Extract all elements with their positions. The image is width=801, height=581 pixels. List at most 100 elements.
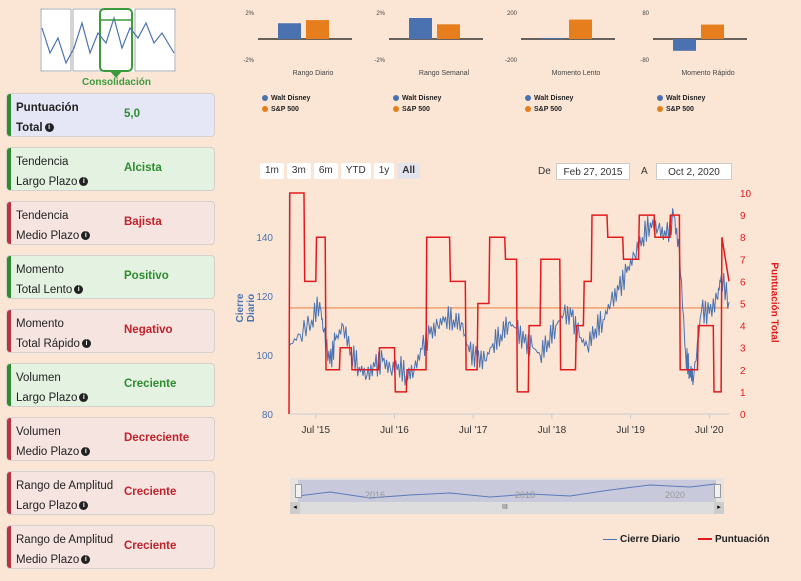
card-label: Momento Total Rápido i <box>16 314 91 354</box>
info-icon[interactable]: i <box>81 339 91 349</box>
thumb-frame-1 <box>40 8 72 72</box>
card-value: Creciente <box>124 378 177 390</box>
to-date-input[interactable]: Oct 2, 2020 <box>656 163 732 180</box>
info-icon[interactable]: i <box>81 231 91 241</box>
mini-legend-disney[interactable]: Walt Disney <box>393 93 441 104</box>
mini-bar[interactable] <box>673 39 696 51</box>
mini-ymax: 200 <box>506 11 517 17</box>
card-label: Puntuación Total i <box>16 98 79 138</box>
range-button[interactable]: 1m <box>260 163 284 179</box>
from-date-input[interactable]: Feb 27, 2015 <box>556 163 630 180</box>
mini-bar[interactable] <box>409 18 432 39</box>
mini-bar[interactable] <box>541 37 564 39</box>
range-button[interactable]: YTD <box>340 163 371 179</box>
pattern-thumbnail-svg <box>40 8 176 72</box>
navigator[interactable]: 2016 2018 2020 ◂ ▸ III <box>290 478 724 514</box>
indicator-card[interactable]: Momento Total Lento i Positivo <box>6 255 215 299</box>
y-right-tick: 3 <box>740 344 746 355</box>
mini-legend-disney[interactable]: Walt Disney <box>525 93 573 104</box>
range-button[interactable]: 1y <box>373 163 395 179</box>
info-icon[interactable]: i <box>81 447 91 457</box>
card-label-line1: Volumen <box>16 426 61 438</box>
info-icon[interactable]: i <box>74 285 84 295</box>
navigator-handle-right[interactable] <box>714 484 721 498</box>
legend-puntuacion[interactable]: Puntuación <box>698 534 769 545</box>
info-icon[interactable]: i <box>79 393 89 403</box>
mini-chart: 80 -80 Momento Rápido Walt Disney S&P 500 <box>640 10 763 113</box>
mini-ymax: 2% <box>245 11 254 17</box>
y-left-tick: 120 <box>256 292 273 303</box>
mini-legend-disney[interactable]: Walt Disney <box>262 93 310 104</box>
legend-sp500-label: S&P 500 <box>666 106 694 113</box>
scroll-right-arrow-icon[interactable]: ▸ <box>714 502 724 514</box>
mini-legend-sp500[interactable]: S&P 500 <box>262 104 310 115</box>
y-left-tick: 140 <box>256 233 273 244</box>
mini-legend-disney[interactable]: Walt Disney <box>657 93 705 104</box>
range-button[interactable]: 6m <box>313 163 338 179</box>
info-icon[interactable]: i <box>81 555 91 565</box>
navigator-window[interactable] <box>298 480 716 502</box>
indicator-card[interactable]: Tendencia Largo Plazo i Alcista <box>6 147 215 191</box>
card-label: Rango de Amplitud Medio Plazo i <box>16 530 113 570</box>
legend-puntuacion-swatch <box>698 538 712 541</box>
navigator-line <box>297 483 717 499</box>
from-label: De <box>538 166 551 177</box>
navigator-scrollbar[interactable]: ◂ ▸ III <box>290 502 724 514</box>
mini-legend: Walt Disney S&P 500 <box>262 93 310 115</box>
card-value: Bajista <box>124 216 162 228</box>
legend-cierre[interactable]: Cierre Diario <box>603 534 680 545</box>
range-button[interactable]: All <box>397 163 421 179</box>
mini-chart-svg <box>389 18 483 40</box>
card-label-line1: Tendencia <box>16 210 69 222</box>
indicator-card[interactable]: Puntuación Total i 5,0 <box>6 93 215 137</box>
card-label: Tendencia Largo Plazo i <box>16 152 89 192</box>
x-tick: Jul '18 <box>538 425 567 436</box>
info-icon[interactable]: i <box>79 501 89 511</box>
mini-legend-sp500[interactable]: S&P 500 <box>657 104 705 115</box>
x-tick: Jul '17 <box>459 425 488 436</box>
mini-bar[interactable] <box>437 24 460 39</box>
navigator-handle-left[interactable] <box>295 484 302 498</box>
y-left-tick: 80 <box>262 410 274 421</box>
card-value: Negativo <box>124 324 173 336</box>
thumb-label: Consolidación <box>82 77 151 88</box>
mini-chart-svg <box>258 20 352 40</box>
card-label-line1: Rango de Amplitud <box>16 534 114 546</box>
to-label: A <box>641 166 648 177</box>
indicator-card[interactable]: Tendencia Medio Plazo i Bajista <box>6 201 215 245</box>
thumb-pattern-line <box>41 15 175 65</box>
card-label-line2: Medio Plazo <box>16 446 80 458</box>
indicator-card[interactable]: Rango de Amplitud Largo Plazo i Creciente <box>6 471 215 515</box>
card-label-line2: Largo Plazo <box>16 392 78 404</box>
pattern-thumbnail[interactable] <box>40 8 176 72</box>
indicator-card[interactable]: Volumen Medio Plazo i Decreciente <box>6 417 215 461</box>
card-status-bar <box>7 472 11 514</box>
scroll-left-arrow-icon[interactable]: ◂ <box>290 502 300 514</box>
mini-chart-svg <box>521 19 615 40</box>
card-label-line1: Volumen <box>16 372 61 384</box>
navigator-label-3: 2020 <box>665 490 686 500</box>
mini-ymax: 80 <box>642 11 649 17</box>
card-label-line1: Tendencia <box>16 156 69 168</box>
mini-bar[interactable] <box>306 20 329 39</box>
card-label: Tendencia Medio Plazo i <box>16 206 91 246</box>
y-left-tick: 100 <box>256 351 273 362</box>
mini-legend-sp500[interactable]: S&P 500 <box>525 104 573 115</box>
indicator-card[interactable]: Momento Total Rápido i Negativo <box>6 309 215 353</box>
card-label: Rango de Amplitud Largo Plazo i <box>16 476 113 516</box>
y-left-title: Cierre Diario <box>235 293 257 323</box>
info-icon[interactable]: i <box>79 177 89 187</box>
mini-bar[interactable] <box>701 24 724 39</box>
indicator-card[interactable]: Rango de Amplitud Medio Plazo i Creciente <box>6 525 215 569</box>
indicator-card[interactable]: Volumen Largo Plazo i Creciente <box>6 363 215 407</box>
mini-bar[interactable] <box>569 19 592 39</box>
card-value: Creciente <box>124 486 177 498</box>
y-right-tick: 4 <box>740 322 746 333</box>
info-icon[interactable]: i <box>44 123 54 133</box>
range-button[interactable]: 3m <box>286 163 311 179</box>
y-right-tick: 9 <box>740 211 746 222</box>
mini-legend-sp500[interactable]: S&P 500 <box>393 104 441 115</box>
scroll-grip-icon[interactable]: III <box>502 504 508 511</box>
card-label: Volumen Largo Plazo i <box>16 368 89 408</box>
mini-bar[interactable] <box>278 23 301 39</box>
